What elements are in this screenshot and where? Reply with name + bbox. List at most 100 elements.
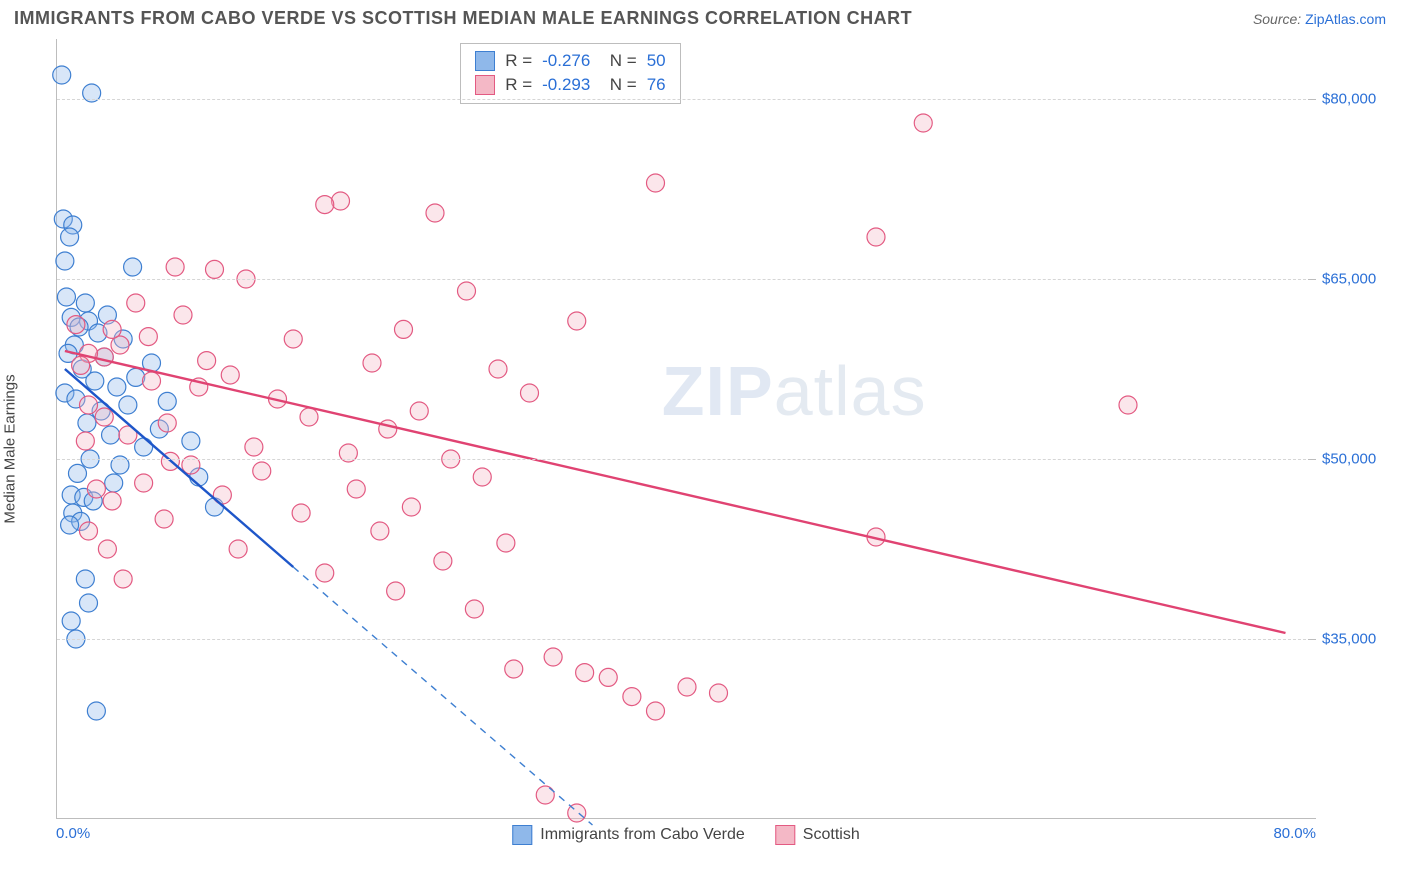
data-point xyxy=(61,228,79,246)
data-point xyxy=(221,366,239,384)
data-point xyxy=(229,540,247,558)
data-point xyxy=(387,582,405,600)
data-point xyxy=(198,352,216,370)
data-point xyxy=(80,522,98,540)
data-point xyxy=(86,372,104,390)
data-point xyxy=(80,594,98,612)
data-point xyxy=(76,570,94,588)
data-point xyxy=(521,384,539,402)
data-point xyxy=(395,320,413,338)
data-point xyxy=(379,420,397,438)
data-point xyxy=(253,462,271,480)
stat-n-label: N = xyxy=(600,73,636,97)
data-point xyxy=(576,664,594,682)
data-point xyxy=(599,668,617,686)
gridline xyxy=(57,639,1316,640)
data-point xyxy=(465,600,483,618)
data-point xyxy=(158,392,176,410)
data-point xyxy=(119,396,137,414)
data-point xyxy=(347,480,365,498)
stats-legend-box: R = -0.276 N = 50R = -0.293 N = 76 xyxy=(460,43,680,104)
data-point xyxy=(105,474,123,492)
y-tick-label: $80,000 xyxy=(1322,91,1402,108)
gridline xyxy=(57,459,1316,460)
legend-item: Immigrants from Cabo Verde xyxy=(512,825,745,845)
data-point xyxy=(402,498,420,516)
data-point xyxy=(623,688,641,706)
y-tick-label: $50,000 xyxy=(1322,451,1402,468)
data-point xyxy=(166,258,184,276)
data-point xyxy=(80,396,98,414)
stat-r-label: R = xyxy=(505,49,532,73)
data-point xyxy=(127,294,145,312)
data-point xyxy=(647,174,665,192)
data-point xyxy=(489,360,507,378)
data-point xyxy=(158,414,176,432)
chart-title: IMMIGRANTS FROM CABO VERDE VS SCOTTISH M… xyxy=(14,8,912,29)
data-point xyxy=(182,432,200,450)
legend-label: Immigrants from Cabo Verde xyxy=(540,826,745,844)
data-point xyxy=(544,648,562,666)
source-attribution: Source: ZipAtlas.com xyxy=(1253,11,1386,27)
data-point xyxy=(300,408,318,426)
data-point xyxy=(371,522,389,540)
data-point xyxy=(135,438,153,456)
data-point xyxy=(72,356,90,374)
stats-row: R = -0.276 N = 50 xyxy=(475,49,665,73)
data-point xyxy=(245,438,263,456)
data-point xyxy=(284,330,302,348)
data-point xyxy=(316,196,334,214)
data-point xyxy=(103,492,121,510)
y-tick-label: $65,000 xyxy=(1322,271,1402,288)
data-point xyxy=(143,372,161,390)
data-point xyxy=(114,570,132,588)
axis-tick xyxy=(1308,459,1316,460)
axis-tick xyxy=(1308,279,1316,280)
data-point xyxy=(57,288,75,306)
data-point xyxy=(497,534,515,552)
y-tick-label: $35,000 xyxy=(1322,631,1402,648)
series-swatch xyxy=(475,75,495,95)
data-point xyxy=(76,432,94,450)
data-point xyxy=(98,540,116,558)
legend-swatch xyxy=(775,825,795,845)
data-point xyxy=(332,192,350,210)
stat-r-value: -0.276 xyxy=(542,49,590,73)
data-point xyxy=(78,414,96,432)
data-point xyxy=(87,480,105,498)
trend-line xyxy=(65,351,1286,633)
data-point xyxy=(647,702,665,720)
data-point xyxy=(678,678,696,696)
data-point xyxy=(56,252,74,270)
data-point xyxy=(434,552,452,570)
data-point xyxy=(127,368,145,386)
data-point xyxy=(155,510,173,528)
data-point xyxy=(67,316,85,334)
series-swatch xyxy=(475,51,495,71)
stat-n-value: 76 xyxy=(647,73,666,97)
data-point xyxy=(914,114,932,132)
legend-swatch xyxy=(512,825,532,845)
data-point xyxy=(536,786,554,804)
x-axis-max-label: 80.0% xyxy=(1273,825,1316,842)
data-point xyxy=(710,684,728,702)
bottom-legend: Immigrants from Cabo Verde Scottish xyxy=(512,825,859,845)
data-point xyxy=(108,378,126,396)
x-axis-row: 0.0% Immigrants from Cabo VerdeScottish … xyxy=(56,825,1316,842)
data-point xyxy=(316,564,334,582)
scatter-svg xyxy=(57,39,1317,819)
data-point xyxy=(68,464,86,482)
gridline xyxy=(57,279,1316,280)
data-point xyxy=(410,402,428,420)
data-point xyxy=(76,294,94,312)
data-point xyxy=(363,354,381,372)
stat-n-value: 50 xyxy=(647,49,666,73)
legend-label: Scottish xyxy=(803,826,860,844)
data-point xyxy=(139,328,157,346)
data-point xyxy=(568,312,586,330)
data-point xyxy=(102,426,120,444)
source-link[interactable]: ZipAtlas.com xyxy=(1305,11,1386,27)
data-point xyxy=(62,612,80,630)
data-point xyxy=(505,660,523,678)
chart-header: IMMIGRANTS FROM CABO VERDE VS SCOTTISH M… xyxy=(0,0,1406,33)
